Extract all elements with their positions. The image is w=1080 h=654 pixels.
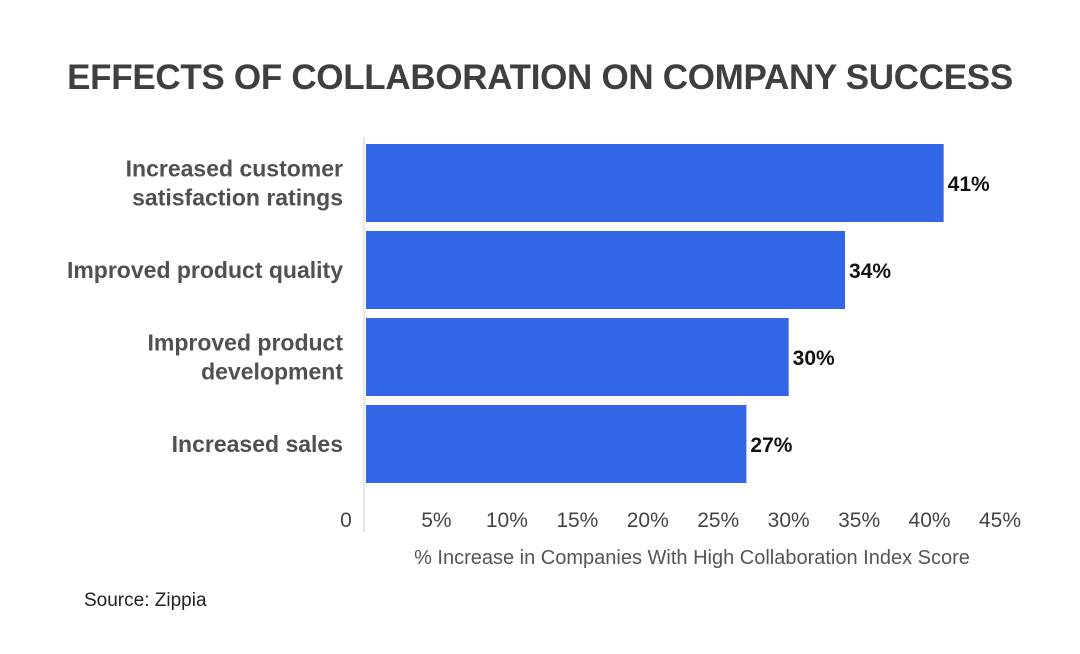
x-tick-label: 5% [421, 509, 451, 532]
x-tick-label: 20% [627, 509, 669, 532]
x-tick-label: 0 [340, 509, 352, 532]
x-tick-label: 10% [486, 509, 528, 532]
x-tick-label: 15% [556, 509, 598, 532]
x-axis-ticks: 0 5% 10% 15% 20% 25% 30% 35% 40% 45% [340, 509, 1021, 532]
chart-title: EFFECTS OF COLLABORATION ON COMPANY SUCC… [67, 58, 1013, 97]
bar [366, 318, 789, 396]
category-label: Increased customer [126, 156, 343, 182]
bar [366, 231, 846, 309]
category-label: Improved product [147, 330, 343, 356]
value-labels: 41% 34% 30% 27% [750, 173, 990, 457]
data-label: 30% [793, 347, 835, 370]
category-label: satisfaction ratings [132, 185, 343, 211]
data-label: 27% [750, 434, 792, 457]
data-label: 41% [948, 173, 990, 196]
category-labels: Increased customer satisfaction ratings Im… [67, 156, 343, 458]
source-note: Source: Zippia [84, 590, 207, 611]
bar [366, 144, 944, 222]
category-label: Improved product quality [67, 257, 343, 283]
x-tick-label: 40% [909, 509, 951, 532]
category-label: development [201, 359, 343, 385]
x-axis-title: % Increase in Companies With High Collab… [414, 547, 970, 569]
data-label: 34% [849, 260, 891, 283]
x-tick-label: 35% [838, 509, 880, 532]
x-tick-label: 25% [697, 509, 739, 532]
category-label: Increased sales [172, 431, 343, 457]
bar [366, 405, 747, 483]
x-tick-label: 45% [979, 509, 1021, 532]
x-tick-label: 30% [768, 509, 810, 532]
bars-layer [366, 144, 944, 483]
